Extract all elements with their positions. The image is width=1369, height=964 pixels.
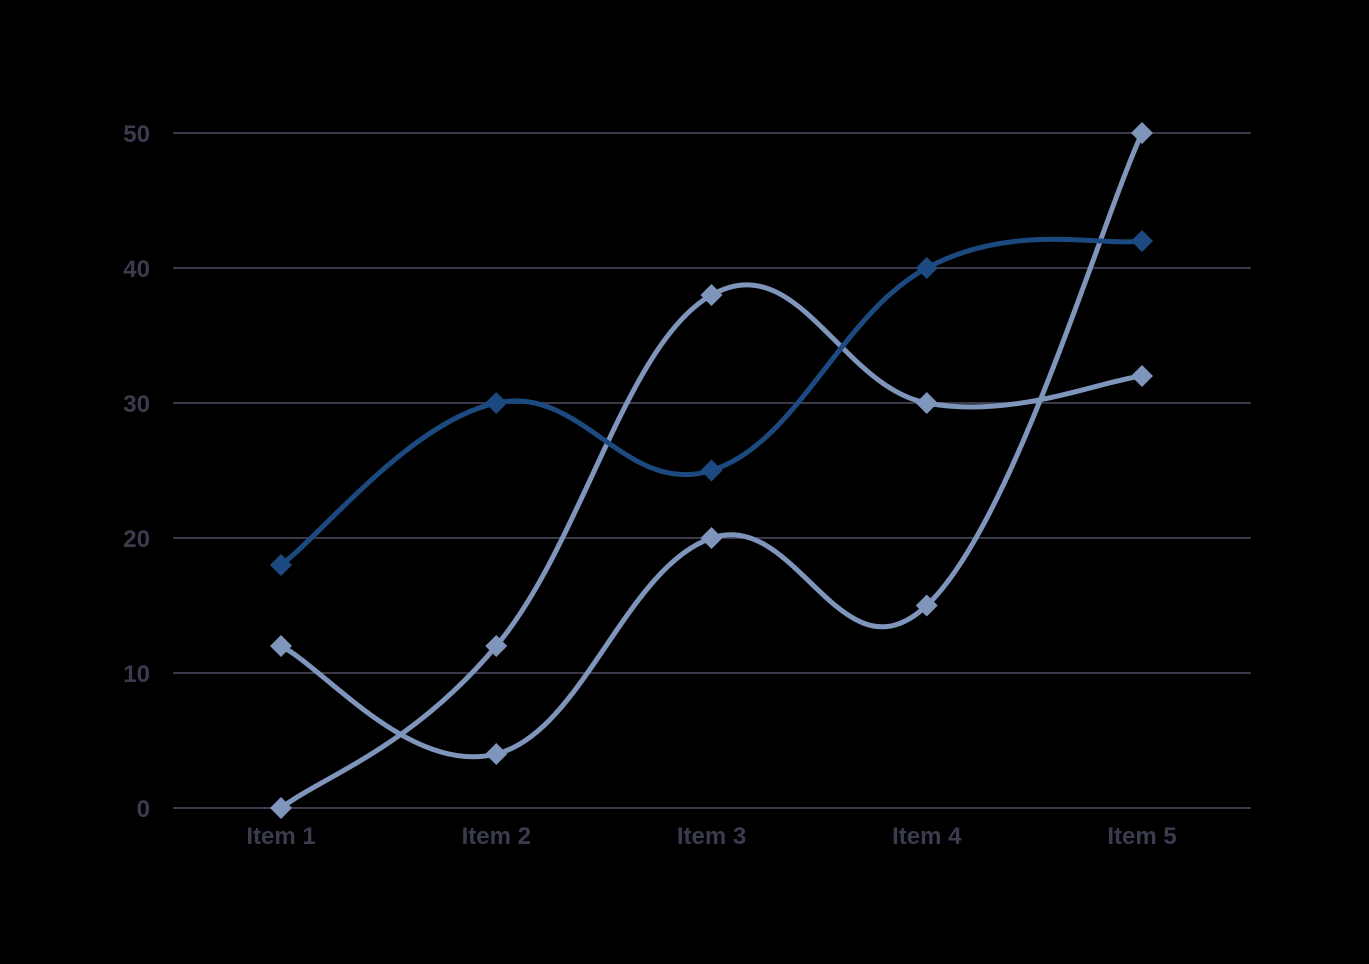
y-tick-label: 40	[123, 256, 150, 283]
x-tick-label: Item 5	[1107, 823, 1176, 850]
data-point-marker	[270, 554, 292, 576]
data-point-marker	[1131, 365, 1153, 387]
data-point-marker	[700, 527, 723, 549]
data-point-marker	[915, 392, 938, 414]
x-tick-label: Item 1	[246, 823, 315, 850]
data-point-marker	[700, 284, 723, 306]
data-point-marker	[915, 257, 938, 279]
y-tick-label: 10	[123, 661, 150, 688]
data-point-marker	[700, 459, 723, 482]
series-line	[278, 130, 1145, 760]
data-point-marker	[1131, 122, 1153, 144]
data-point-marker	[1131, 230, 1153, 252]
series-3	[270, 230, 1153, 576]
series-2	[270, 282, 1153, 819]
x-axis-ticks: Item 1 Item 2 Item 3 Item 4 Item 5	[246, 823, 1176, 850]
y-tick-label: 20	[123, 526, 150, 553]
data-point-marker	[915, 594, 938, 617]
y-tick-label: 30	[123, 391, 150, 418]
data-point-marker	[485, 392, 508, 414]
x-tick-label: Item 3	[677, 823, 746, 850]
y-axis-ticks: 0 10 20 30 40 50	[123, 121, 150, 823]
x-tick-label: Item 2	[462, 823, 531, 850]
y-tick-label: 50	[123, 121, 150, 148]
data-point-marker	[485, 743, 508, 765]
y-tick-label: 0	[137, 796, 150, 823]
x-tick-label: Item 4	[892, 823, 962, 850]
series-1	[270, 122, 1153, 765]
series-group	[270, 122, 1153, 819]
data-point-marker	[485, 635, 508, 657]
data-point-marker	[270, 635, 292, 657]
data-point-marker	[270, 797, 292, 819]
